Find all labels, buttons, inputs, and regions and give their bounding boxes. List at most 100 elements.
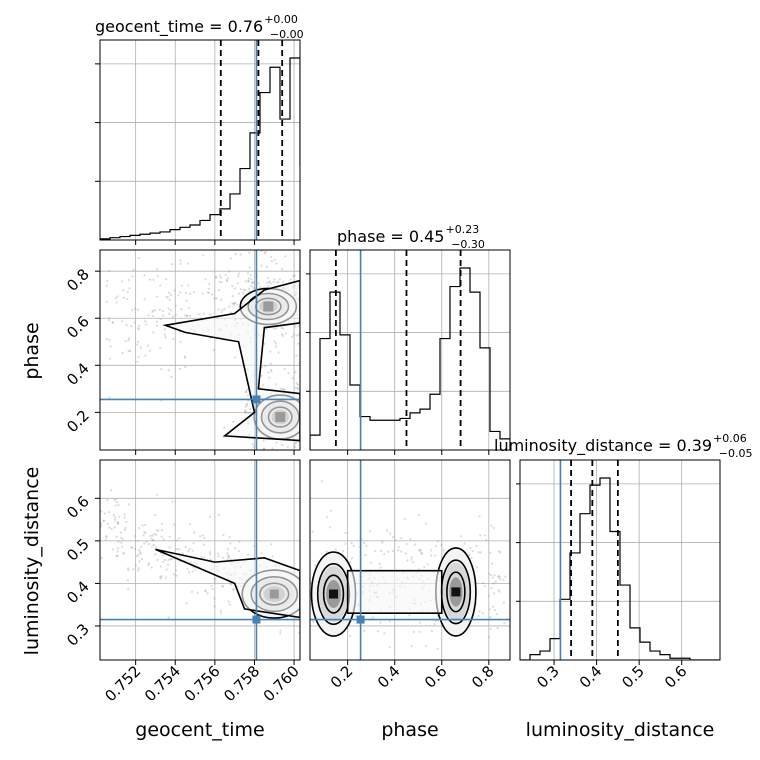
distance-vs-time-point [217, 555, 220, 558]
distance-vs-time-point [116, 550, 119, 553]
distance-vs-phase-point [341, 550, 344, 553]
distance-vs-time-point [110, 527, 113, 531]
phase-vs-time-point [244, 410, 248, 413]
distance-vs-time-point [160, 575, 163, 578]
phase-vs-time-point [282, 280, 285, 283]
distance-vs-phase-point [497, 589, 500, 592]
geocent-time-hist-bin-21 [310, 224, 320, 240]
distance-vs-phase-point [483, 534, 487, 537]
distance-vs-phase-point [475, 566, 478, 569]
phase-hist-bin-14 [450, 287, 460, 450]
distance-vs-time-point [253, 545, 256, 548]
distance-vs-phase-point [392, 536, 395, 539]
phase-vs-time-point [133, 321, 136, 324]
distance-vs-time-point [160, 522, 164, 525]
phase-vs-time-point [245, 402, 248, 406]
distance-vs-phase-point [405, 542, 408, 546]
phase-vs-time-point [167, 307, 170, 310]
distance-vs-time-truth-marker [252, 615, 261, 624]
distance-hist-bin-3 [550, 639, 560, 660]
distance-vs-time-point [232, 588, 235, 591]
distance-vs-time-point [213, 597, 216, 600]
phase-vs-time-point [220, 311, 223, 314]
phase-vs-time-point [294, 370, 297, 374]
distance-vs-phase-point [350, 556, 353, 559]
title-luminosity-distance: luminosity_distance = 0.39+0.06 −0.05 [494, 432, 753, 460]
distance-vs-time-point [127, 503, 130, 506]
phase-vs-time-point [138, 324, 141, 327]
distance-vs-time-point [123, 528, 126, 532]
distance-vs-phase-point [418, 549, 421, 553]
phase-vs-time-point [260, 374, 263, 377]
distance-vs-time-point [169, 558, 173, 561]
distance-vs-time-point [141, 524, 144, 527]
phase-vs-time-point [212, 349, 215, 352]
distance-vs-time-point [226, 548, 230, 551]
distance-vs-phase-point [369, 561, 373, 564]
distance-vs-time-point [120, 545, 124, 548]
distance-vs-time-point [200, 556, 203, 559]
phase-vs-time-point [268, 376, 271, 379]
distance-vs-time-point [155, 529, 158, 532]
phase-vs-time-point [236, 282, 239, 285]
distance-vs-phase-panel [309, 459, 511, 665]
phase-vs-time-point [234, 356, 237, 359]
distance-vs-time-point [127, 568, 130, 572]
distance-hist-frame [519, 459, 721, 661]
distance-vs-phase-point [436, 540, 440, 543]
phase-hist-bin-16 [470, 292, 480, 450]
distance-vs-time-point [138, 550, 142, 554]
tick-label-x-geocent_time-1: 0.754 [141, 662, 184, 705]
distance-vs-phase-point [479, 551, 482, 554]
distance-vs-time-point [220, 612, 223, 615]
phase-vs-time-point [244, 280, 247, 283]
phase-vs-time-point [252, 445, 255, 449]
phase-vs-time-point [277, 280, 280, 284]
distance-vs-time-point [214, 578, 217, 581]
phase-vs-time-point [270, 370, 273, 373]
distance-vs-time-point [190, 590, 194, 593]
distance-vs-phase-point [364, 554, 367, 557]
phase-vs-time-point [269, 282, 273, 285]
x-axis-label-phase: phase [381, 719, 438, 741]
distance-vs-phase-point [502, 578, 505, 581]
distance-vs-phase-point [334, 548, 337, 551]
phase-vs-time-point [170, 263, 174, 266]
phase-vs-time-point [188, 247, 190, 249]
phase-vs-time-point [234, 253, 237, 256]
distance-vs-time-point [139, 545, 143, 548]
title-phase: phase = 0.45+0.23 −0.30 [337, 223, 485, 251]
distance-hist-bars [520, 460, 720, 660]
distance-vs-phase-point [436, 647, 439, 651]
tick-label-x-phase-2: 0.6 [421, 662, 451, 692]
distance-vs-time-point [123, 516, 126, 519]
distance-vs-time-point [238, 540, 241, 544]
phase-vs-time-point [231, 302, 234, 305]
phase-vs-time-point [187, 306, 191, 310]
phase-vs-time-point [272, 280, 275, 283]
phase-vs-time-point [126, 297, 129, 301]
phase-vs-time-point [243, 409, 247, 412]
phase-vs-time-point [177, 294, 180, 297]
distance-vs-phase-point [420, 552, 423, 555]
distance-vs-phase-point [497, 550, 501, 553]
distance-vs-phase-density-core-1 [451, 587, 461, 597]
phase-vs-time-point [228, 270, 231, 273]
phase-vs-time-point [282, 327, 285, 330]
distance-vs-time-point [114, 504, 117, 507]
distance-vs-time-point [115, 554, 118, 558]
distance-vs-time-point [172, 573, 175, 576]
distance-vs-time-point [152, 539, 155, 542]
phase-vs-time-point [168, 298, 171, 302]
phase-vs-time-point [270, 475, 272, 477]
phase-vs-time-point [186, 262, 190, 265]
distance-vs-time-point [130, 546, 133, 549]
distance-vs-phase-point [440, 544, 443, 547]
phase-vs-time-point [235, 303, 238, 306]
distance-vs-time-point [120, 541, 123, 544]
phase-vs-time-point [257, 282, 260, 285]
distance-hist-bin-6 [580, 514, 590, 660]
distance-vs-time-point [161, 560, 165, 563]
distance-vs-time-point [227, 600, 230, 603]
distance-vs-phase-point [403, 517, 406, 521]
